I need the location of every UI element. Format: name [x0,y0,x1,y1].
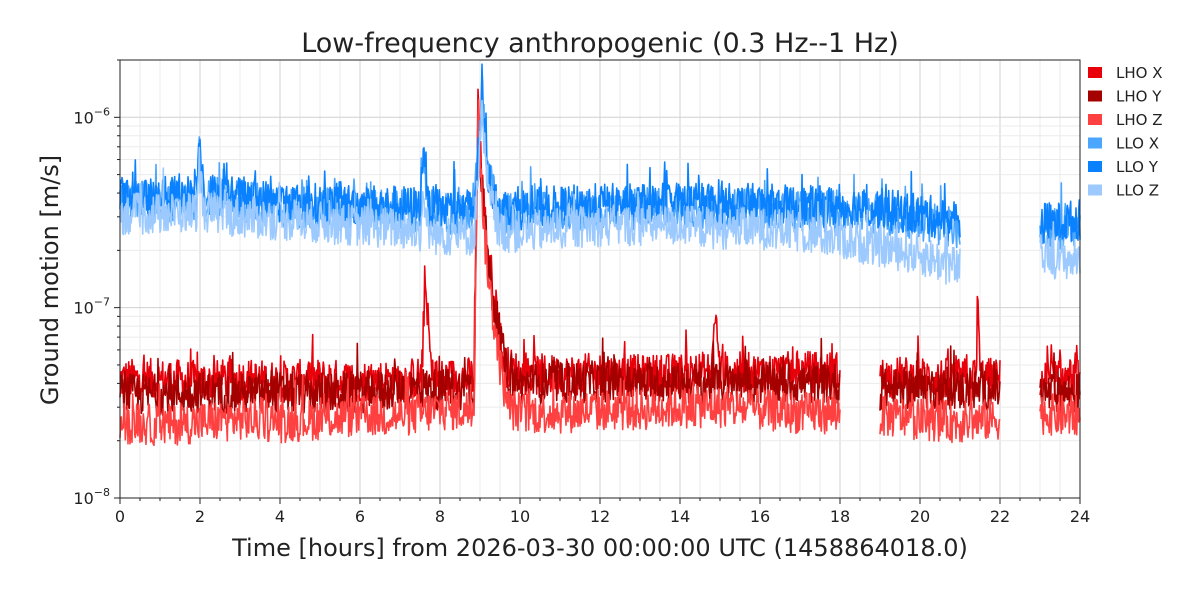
x-tick-label: 0 [115,507,125,526]
x-tick-label: 18 [830,507,850,526]
y-tick-label: 10−7 [73,296,110,318]
series-lho-z [119,99,1081,447]
legend: LHO X LHO Y LHO Z LLO X LLO Y LLO Z [1088,64,1163,200]
x-tick-label: 8 [435,507,445,526]
series-line [119,99,961,285]
legend-label: LHO Y [1116,88,1162,106]
legend-label: LLO Z [1116,182,1159,200]
x-axis-label: Time [hours] from 2026-03-30 00:00:00 UT… [231,534,968,562]
legend-label: LLO Y [1116,158,1159,176]
series-layer [119,63,1081,447]
series-line [1039,221,1081,280]
x-tick-label: 2 [195,507,205,526]
legend-label: LHO Z [1116,111,1163,129]
series-line [1039,393,1081,436]
x-tick-label: 20 [910,507,930,526]
legend-swatch [1088,90,1102,102]
legend-item: LLO Z [1088,182,1159,200]
legend-item: LHO X [1088,64,1163,82]
x-tick-label: 16 [750,507,770,526]
legend-label: LHO X [1116,64,1163,82]
legend-swatch [1088,161,1102,172]
x-tick-label: 22 [990,507,1010,526]
y-tick-label: 10−6 [73,105,110,127]
x-tick-label: 24 [1070,507,1090,526]
series-llo-z [119,99,1081,285]
legend-label: LLO X [1116,135,1159,153]
legend-item: LLO X [1088,135,1159,153]
series-line [1039,199,1081,245]
y-axis-label: Ground motion [m/s] [36,155,64,405]
legend-swatch [1088,184,1102,196]
x-tick-label: 10 [510,507,530,526]
x-tick-label: 4 [275,507,285,526]
legend-item: LLO Y [1088,158,1159,176]
series-line [879,345,1001,412]
legend-item: LHO Z [1088,111,1163,129]
legend-swatch [1088,67,1102,78]
y-axis: 10−8 10−7 10−6 [73,59,120,508]
legend-swatch [1088,114,1102,125]
legend-swatch [1088,137,1102,149]
x-tick-label: 6 [355,507,365,526]
chart-title: Low-frequency anthropogenic (0.3 Hz--1 H… [301,28,899,59]
x-tick-label: 12 [590,507,610,526]
x-axis: 0 2 4 6 8 10 12 14 16 18 20 22 24 [115,498,1090,526]
series-line [1039,352,1081,414]
series-line [119,99,841,447]
series-line [879,388,1001,444]
legend-item: LHO Y [1088,88,1162,106]
x-tick-label: 14 [670,507,690,526]
y-tick-label: 10−8 [73,486,110,508]
